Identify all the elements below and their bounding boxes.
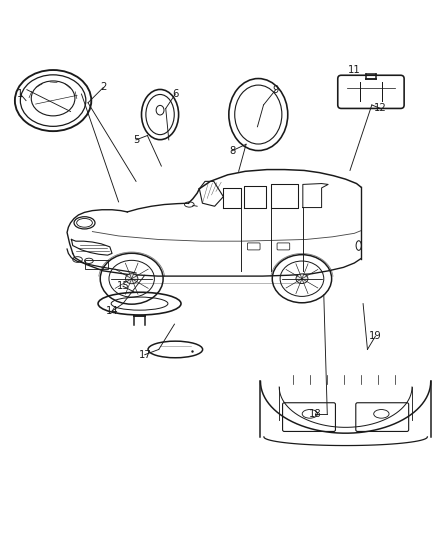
Ellipse shape: [296, 274, 308, 284]
Text: 8: 8: [229, 146, 235, 156]
Text: 9: 9: [272, 85, 279, 95]
Text: 18: 18: [309, 409, 321, 419]
Text: 1: 1: [17, 89, 24, 99]
Text: 15: 15: [117, 281, 129, 291]
Text: 11: 11: [348, 65, 361, 75]
Text: 6: 6: [172, 89, 179, 99]
Text: 5: 5: [133, 135, 139, 145]
Text: 2: 2: [100, 83, 106, 93]
Text: 14: 14: [106, 306, 118, 316]
Text: 19: 19: [369, 332, 381, 341]
Text: 17: 17: [138, 350, 151, 360]
Text: 12: 12: [374, 103, 387, 114]
Ellipse shape: [125, 274, 138, 284]
